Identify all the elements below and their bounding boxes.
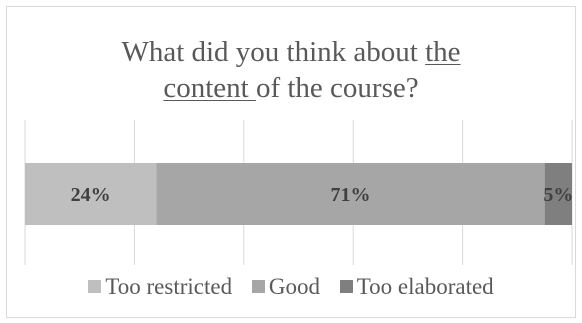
legend-swatch-too-elaborated <box>339 280 353 293</box>
chart-title-part-2: the <box>425 36 461 68</box>
chart-frame <box>6 6 576 318</box>
chart-title-part-4: of the course? <box>255 72 419 104</box>
legend-item-too-elaborated: Too elaborated <box>339 272 494 302</box>
legend-label-good: Good <box>268 274 320 299</box>
legend-item-too-restricted: Too restricted <box>88 272 232 302</box>
chart-title-part-1: What did you think about <box>121 36 426 68</box>
chart-title-part-3: content <box>163 72 256 104</box>
legend-label-too-restricted: Too restricted <box>105 274 233 299</box>
legend: Too restricted Good Too elaborated <box>0 272 582 302</box>
legend-item-good: Good <box>251 272 320 302</box>
legend-label-too-elaborated: Too elaborated <box>356 274 494 299</box>
chart-title: What did you think about the content of … <box>0 34 582 106</box>
legend-swatch-too-restricted <box>88 280 102 293</box>
legend-swatch-good <box>251 280 265 293</box>
